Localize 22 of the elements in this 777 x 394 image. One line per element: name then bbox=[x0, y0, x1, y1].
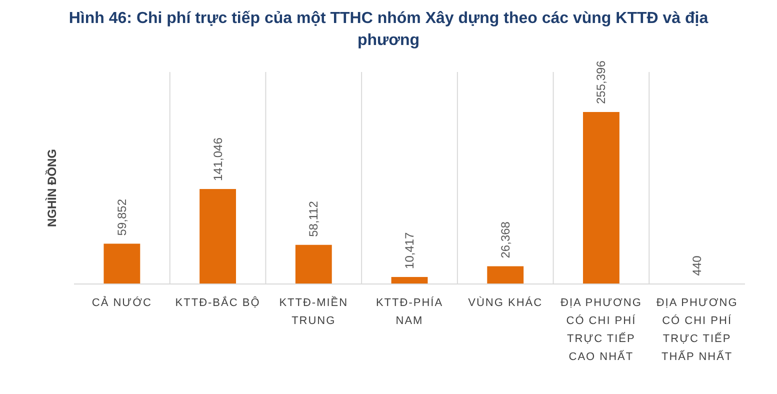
data-label: 58,112 bbox=[306, 200, 321, 237]
data-label: 59,852 bbox=[114, 198, 129, 236]
x-tick-label: CẢ NƯỚC bbox=[92, 296, 152, 309]
x-tick-label: ĐỊA PHƯƠNG CÓ CHI PHÍ TRỰC TIẾP CAO NHẤT bbox=[560, 297, 642, 363]
data-label: 440 bbox=[690, 255, 704, 276]
x-tick-label: KTTĐ-BẮC BỘ bbox=[175, 296, 260, 309]
bar bbox=[104, 244, 140, 284]
data-label: 10,417 bbox=[402, 232, 416, 269]
bar bbox=[391, 276, 428, 284]
x-tick-label: VÙNG KHÁC bbox=[468, 296, 543, 309]
data-label: 26,368 bbox=[498, 221, 512, 258]
chart-title: Hình 46: Chi phí trực tiếp của một TTHC nhóm Xây dựng theo các vùng KTTĐ và địa phương bbox=[68, 9, 710, 51]
data-label: 255,396 bbox=[594, 60, 608, 104]
bar bbox=[487, 266, 524, 284]
bar bbox=[295, 244, 332, 284]
bar bbox=[583, 112, 620, 284]
bar bbox=[200, 189, 236, 284]
data-label: 141,046 bbox=[210, 137, 225, 182]
y-axis-title: NGHÌN ĐỒNG bbox=[45, 149, 59, 227]
x-tick-label: ĐỊA PHƯƠNG CÓ CHI PHÍ TRỰC TIẾP THẤP NHẤT bbox=[656, 297, 738, 363]
x-tick-label: KTTĐ-PHÍA NAM bbox=[376, 296, 444, 327]
x-tick-label: KTTĐ-MIỀN TRUNG bbox=[279, 296, 348, 327]
